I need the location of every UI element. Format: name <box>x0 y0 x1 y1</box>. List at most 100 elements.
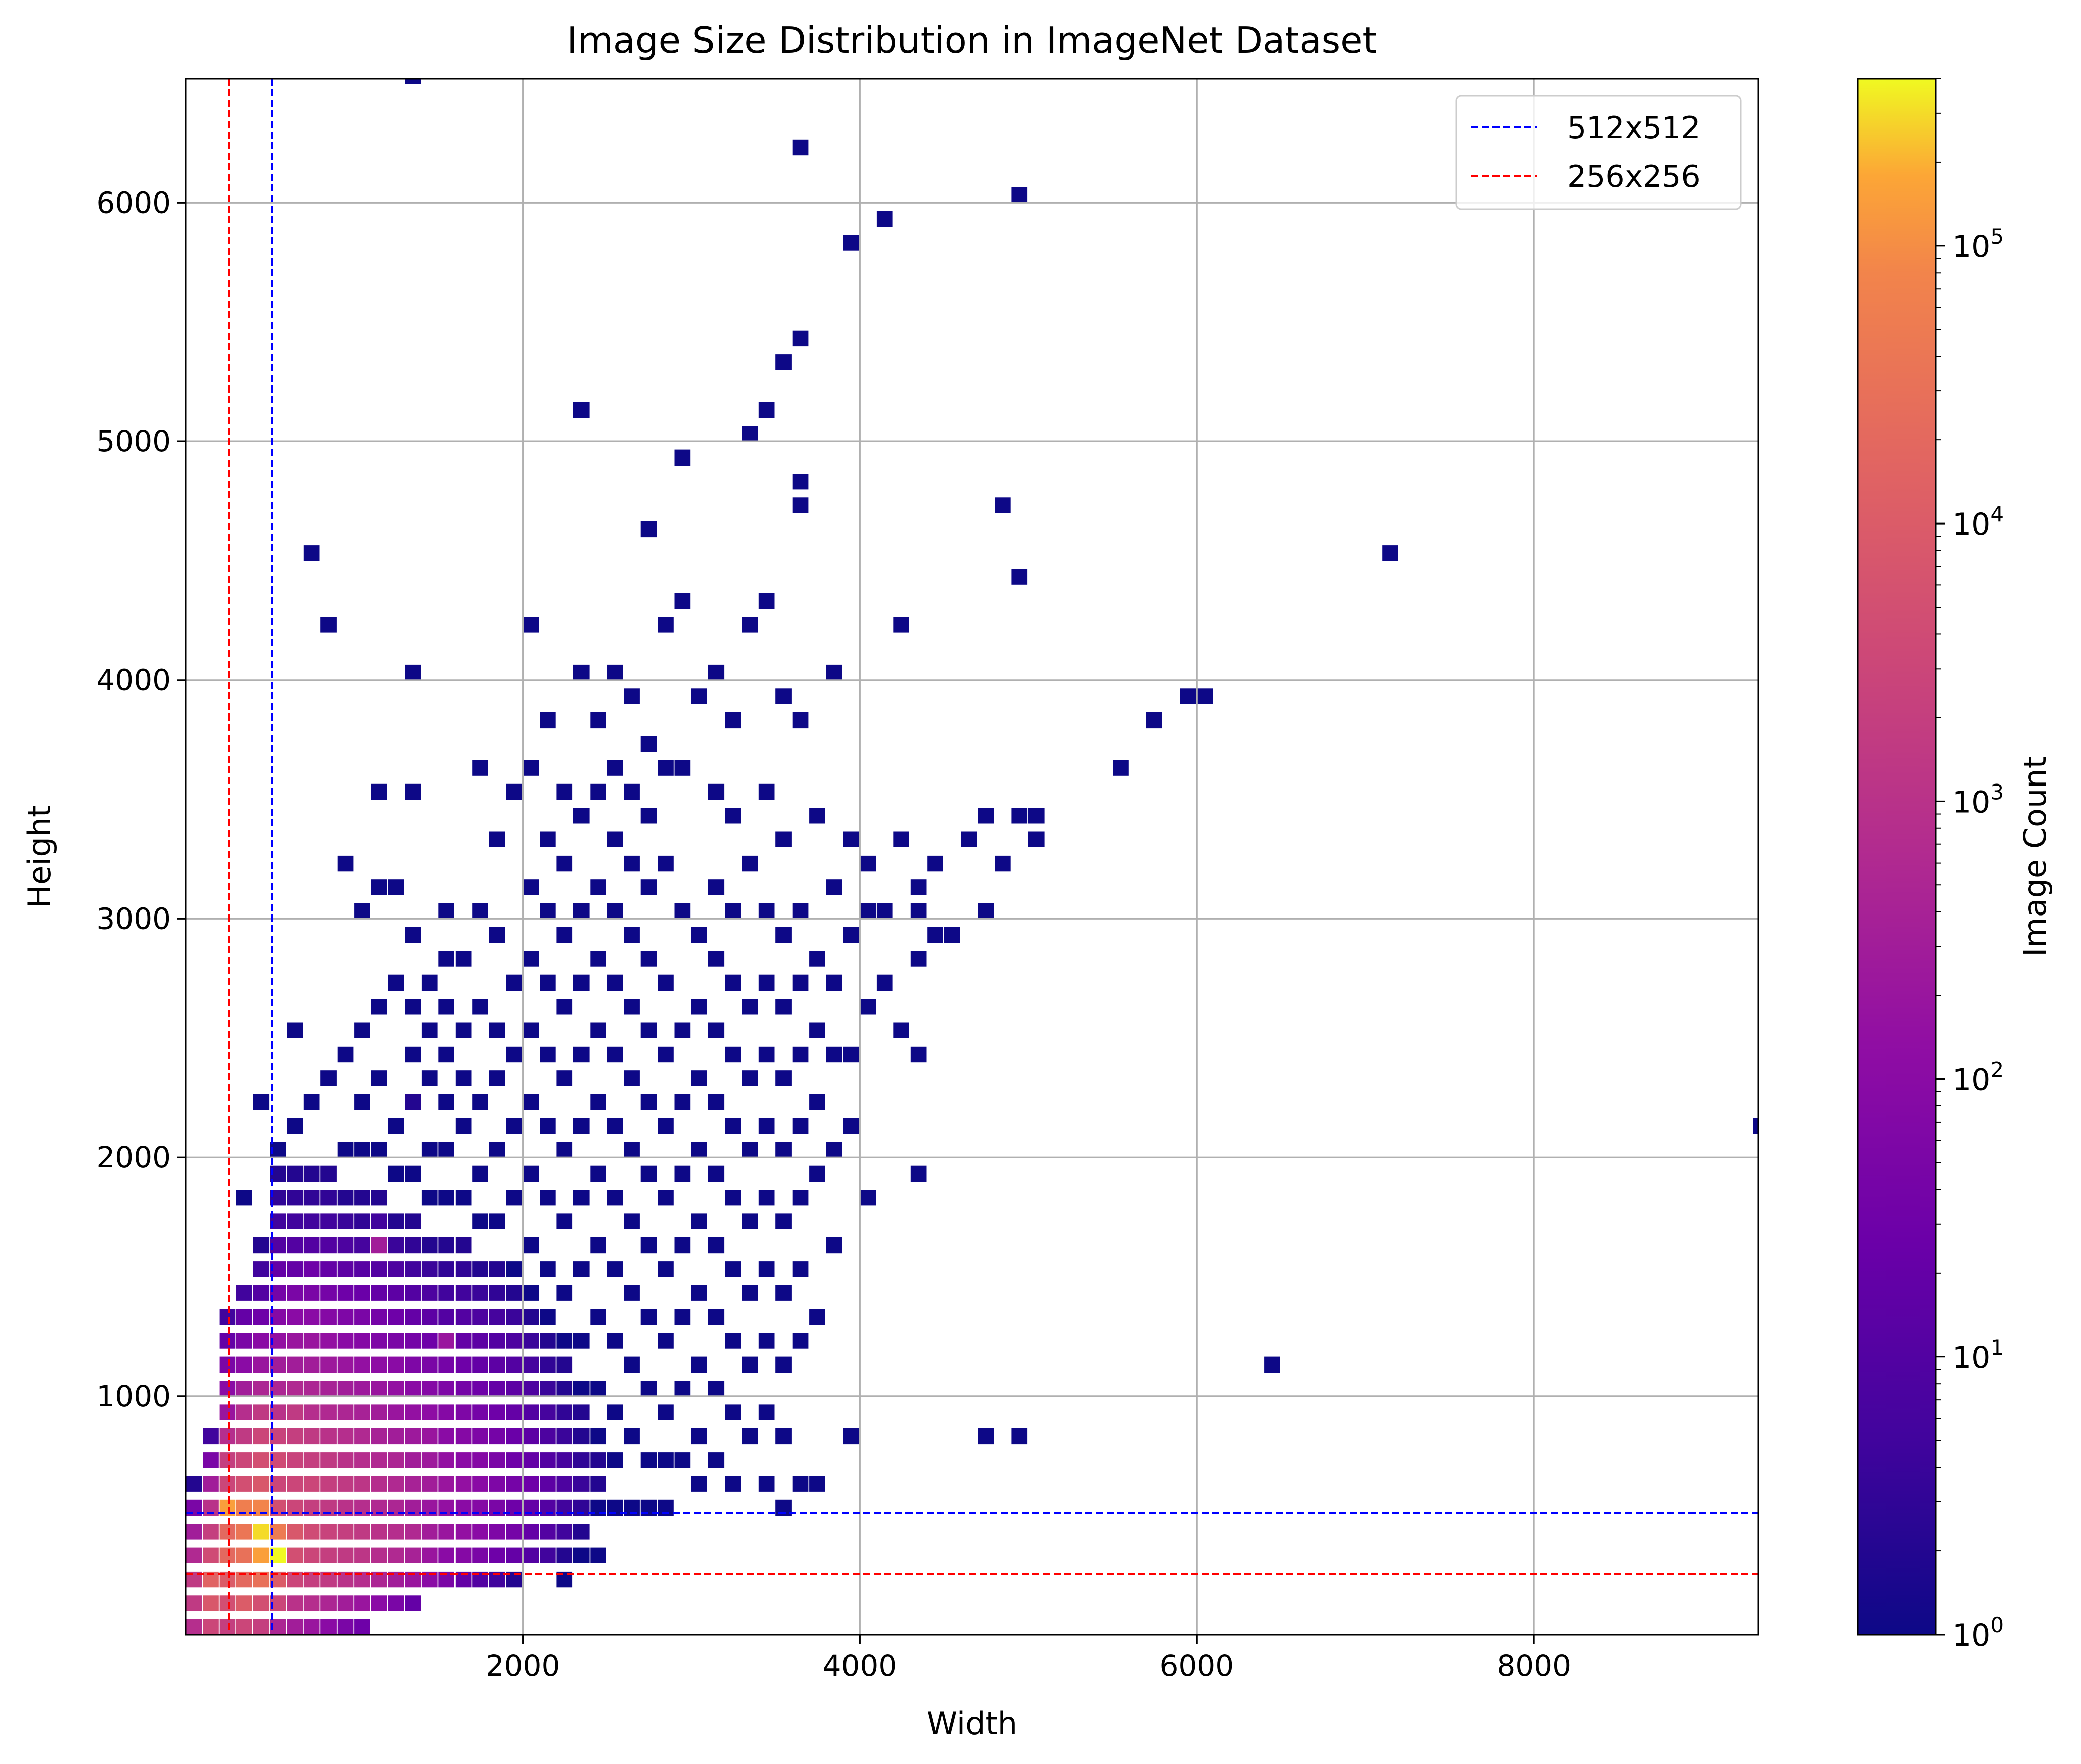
heatmap-cell <box>792 1046 809 1063</box>
heatmap-cell <box>540 1333 556 1349</box>
heatmap-cell <box>1382 545 1398 561</box>
heatmap-cell <box>421 1333 438 1349</box>
heatmap-cell <box>203 1619 219 1635</box>
heatmap-cell <box>337 1404 354 1420</box>
heatmap-cell <box>573 402 590 418</box>
heatmap-cell <box>1264 1356 1280 1373</box>
heatmap-cell <box>725 1261 741 1277</box>
heatmap-cell <box>876 974 893 991</box>
heatmap-cell <box>792 1333 809 1349</box>
heatmap-cell <box>978 808 994 824</box>
heatmap-cell <box>287 1381 303 1397</box>
heatmap-cell <box>742 617 758 633</box>
heatmap-cell <box>371 1261 387 1277</box>
heatmap-cell <box>506 1428 522 1445</box>
heatmap-cell <box>455 1476 472 1492</box>
colorbar-tick-label: 104 <box>1952 502 2004 542</box>
heatmap-cell <box>775 1285 792 1301</box>
heatmap-cell <box>860 1190 876 1206</box>
heatmap-cell <box>607 760 623 776</box>
heatmap-cell <box>758 1333 775 1349</box>
heatmap-cell <box>658 1452 674 1468</box>
heatmap-cell <box>354 1309 370 1325</box>
heatmap-cell <box>674 1094 691 1110</box>
heatmap-cell <box>354 1285 370 1301</box>
heatmap-cell <box>388 1595 404 1611</box>
heatmap-cell <box>421 1190 438 1206</box>
heatmap-cell <box>455 1118 472 1134</box>
y-tick-label: 4000 <box>96 663 171 697</box>
heatmap-cell <box>320 1333 337 1349</box>
heatmap-cell <box>775 927 792 943</box>
heatmap-cell <box>455 1428 472 1445</box>
heatmap-cell <box>590 1237 606 1254</box>
heatmap-cell <box>405 79 421 84</box>
heatmap-cell <box>388 974 404 991</box>
heatmap-cell <box>573 1452 590 1468</box>
heatmap-cell <box>506 1381 522 1397</box>
heatmap-cell <box>708 1094 725 1110</box>
heatmap-cell <box>287 1595 303 1611</box>
heatmap-cell <box>640 1165 657 1182</box>
heatmap-cell <box>354 1213 370 1229</box>
heatmap-cell <box>438 1547 454 1563</box>
heatmap-cell <box>337 1452 354 1468</box>
heatmap-cell <box>303 1261 320 1277</box>
heatmap-cell <box>691 999 707 1015</box>
heatmap-cell <box>371 1213 387 1229</box>
heatmap-cell <box>876 211 893 227</box>
heatmap-cell <box>253 1476 270 1492</box>
heatmap-cell <box>438 1381 454 1397</box>
heatmap-cell <box>287 1619 303 1635</box>
heatmap-cell <box>758 1476 775 1492</box>
heatmap-cell <box>472 1452 488 1468</box>
heatmap-cell <box>455 1356 472 1373</box>
heatmap-cell <box>843 235 859 251</box>
heatmap-cell <box>405 783 421 800</box>
heatmap-cell <box>320 617 337 633</box>
heatmap-cell <box>590 1547 606 1563</box>
heatmap-cell <box>506 1524 522 1540</box>
heatmap-cell <box>303 1452 320 1468</box>
heatmap-cell <box>927 855 943 872</box>
heatmap-cell <box>910 1165 927 1182</box>
heatmap-cell <box>371 1333 387 1349</box>
colorbar-ticks: 100 101 102 103 104 105 <box>1936 78 2004 1653</box>
heatmap-cell <box>506 1309 522 1325</box>
heatmap-cell <box>640 521 657 538</box>
heatmap-cell <box>792 1261 809 1277</box>
heatmap-cell <box>674 1237 691 1254</box>
heatmap-cell <box>371 1476 387 1492</box>
plot-frame <box>185 78 1759 1636</box>
heatmap-cell <box>303 1094 320 1110</box>
heatmap-cell <box>337 1213 354 1229</box>
heatmap-cell <box>708 783 725 800</box>
heatmap-cell <box>489 1547 505 1563</box>
heatmap-cell <box>472 1547 488 1563</box>
heatmap-cell <box>472 1094 488 1110</box>
heatmap-cell <box>489 1285 505 1301</box>
heatmap-cell <box>775 688 792 704</box>
heatmap-cell <box>303 1285 320 1301</box>
colorbar-tick-label: 103 <box>1952 779 2004 820</box>
heatmap-cell <box>303 1428 320 1445</box>
x-tick-label: 4000 <box>823 1649 897 1683</box>
heatmap-cell <box>219 1356 236 1373</box>
heatmap-cell <box>287 1309 303 1325</box>
heatmap-cell <box>725 974 741 991</box>
heatmap-cell <box>253 1524 270 1540</box>
heatmap-cell <box>1028 808 1045 824</box>
heatmap-cell <box>489 1213 505 1229</box>
heatmap-cell <box>354 1476 370 1492</box>
heatmap-cell <box>320 1190 337 1206</box>
heatmap-cell <box>658 1046 674 1063</box>
heatmap-cell <box>573 1381 590 1397</box>
heatmap-cell <box>489 1428 505 1445</box>
y-tick-label: 6000 <box>96 185 171 220</box>
heatmap-cell <box>438 1333 454 1349</box>
heatmap-cell <box>320 1213 337 1229</box>
heatmap-cell <box>371 1356 387 1373</box>
heatmap-cells <box>186 79 1758 1635</box>
heatmap-cell <box>944 927 960 943</box>
heatmap-cell <box>640 1237 657 1254</box>
